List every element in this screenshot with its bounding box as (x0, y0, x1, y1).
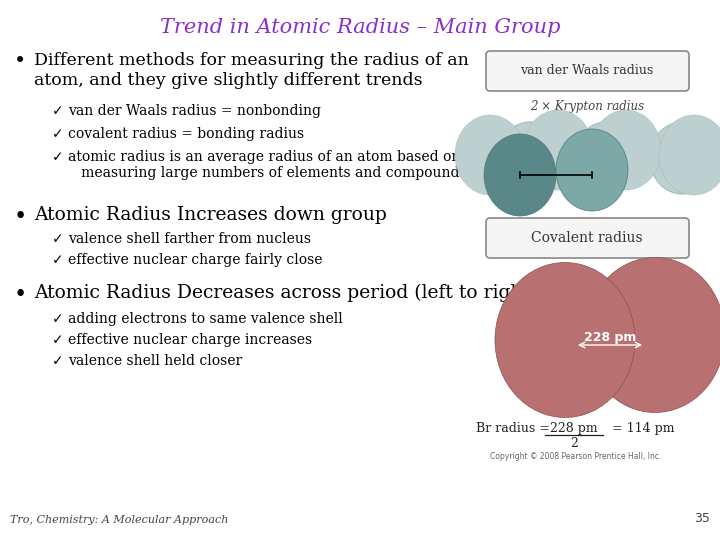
Text: ✓: ✓ (52, 354, 63, 368)
Text: Trend in Atomic Radius – Main Group: Trend in Atomic Radius – Main Group (160, 18, 560, 37)
Ellipse shape (523, 110, 593, 190)
Ellipse shape (455, 115, 525, 195)
Text: atomic radius is an average radius of an atom based on
   measuring large number: atomic radius is an average radius of an… (68, 150, 467, 180)
Ellipse shape (574, 122, 639, 194)
Ellipse shape (498, 122, 562, 194)
Text: covalent radius = bonding radius: covalent radius = bonding radius (68, 127, 304, 141)
Text: 228 pm: 228 pm (584, 332, 636, 345)
FancyBboxPatch shape (486, 51, 689, 91)
Text: 228 pm: 228 pm (550, 422, 598, 435)
Ellipse shape (591, 110, 661, 190)
Ellipse shape (585, 258, 720, 413)
Text: ✓: ✓ (52, 312, 63, 326)
Text: Tro, Chemistry: A Molecular Approach: Tro, Chemistry: A Molecular Approach (10, 515, 228, 525)
Text: effective nuclear charge fairly close: effective nuclear charge fairly close (68, 253, 323, 267)
Text: 35: 35 (694, 512, 710, 525)
Text: 2 × Krypton radius: 2 × Krypton radius (530, 100, 644, 113)
Text: valence shell farther from nucleus: valence shell farther from nucleus (68, 232, 311, 246)
Text: Atomic Radius Decreases across period (left to right): Atomic Radius Decreases across period (l… (34, 284, 537, 302)
Ellipse shape (495, 262, 635, 417)
Text: Different methods for measuring the radius of an
atom, and they give slightly di: Different methods for measuring the radi… (34, 52, 469, 89)
Ellipse shape (659, 115, 720, 195)
Ellipse shape (484, 134, 556, 216)
Text: ✓: ✓ (52, 127, 63, 141)
Text: ✓: ✓ (52, 104, 63, 118)
Text: •: • (14, 284, 27, 306)
Text: ✓: ✓ (52, 253, 63, 267)
Text: ✓: ✓ (52, 150, 63, 164)
Text: •: • (14, 52, 26, 71)
Text: Br: Br (562, 270, 579, 284)
Text: Atomic Radius Increases down group: Atomic Radius Increases down group (34, 206, 387, 224)
Text: valence shell held closer: valence shell held closer (68, 354, 242, 368)
Text: Covalent radius: Covalent radius (531, 231, 643, 245)
Text: •: • (14, 206, 27, 228)
Text: Br radius =: Br radius = (476, 422, 554, 435)
Text: ✓: ✓ (52, 232, 63, 246)
Text: = 114 pm: = 114 pm (612, 422, 675, 435)
Text: Br: Br (652, 270, 669, 284)
Ellipse shape (556, 129, 628, 211)
Text: van der Waals radius: van der Waals radius (521, 64, 654, 78)
FancyBboxPatch shape (486, 218, 689, 258)
Text: Copyright © 2008 Pearson Prentice Hall, Inc.: Copyright © 2008 Pearson Prentice Hall, … (490, 452, 662, 461)
Text: adding electrons to same valence shell: adding electrons to same valence shell (68, 312, 343, 326)
Ellipse shape (649, 122, 714, 194)
Text: 2: 2 (570, 437, 578, 450)
Text: ✓: ✓ (52, 333, 63, 347)
Text: van der Waals radius = nonbonding: van der Waals radius = nonbonding (68, 104, 321, 118)
Text: effective nuclear charge increases: effective nuclear charge increases (68, 333, 312, 347)
